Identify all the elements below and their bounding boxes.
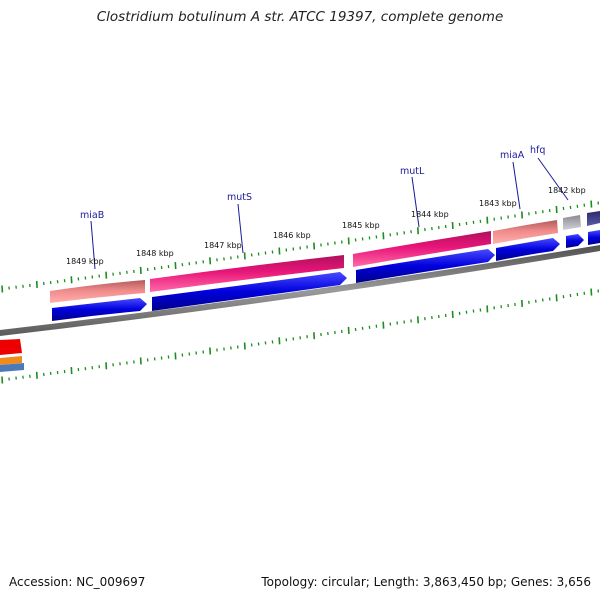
scale-label-1848: 1848 kbp: [136, 249, 174, 258]
scale-label-1844: 1844 kbp: [411, 210, 449, 219]
cog-feature-navy[interactable]: [587, 211, 600, 226]
outer-scale-ring: [1, 200, 600, 293]
genome-summary-text: Topology: circular; Length: 3,863,450 bp…: [261, 575, 591, 589]
gene-labels: miaB mutS mutL miaA hfq: [80, 145, 545, 221]
cog-feature-miaA[interactable]: [493, 220, 558, 244]
cog-feature-gray[interactable]: [563, 215, 581, 230]
lower-left-features: [0, 339, 24, 372]
scale-label-1842: 1842 kbp: [548, 186, 586, 195]
cog-feature-mutL[interactable]: [353, 231, 491, 267]
leader-hfq: [537, 157, 569, 201]
cds-arrow-hfq[interactable]: [566, 234, 584, 248]
scale-label-1849: 1849 kbp: [66, 257, 104, 266]
cds-arrow-mutL[interactable]: [356, 249, 495, 283]
scale-labels: 1849 kbp 1848 kbp 1847 kbp 1846 kbp 1845…: [66, 186, 586, 266]
cog-feature-track: [50, 211, 600, 303]
gene-label-miaA[interactable]: miaA: [500, 150, 525, 161]
cds-track: [52, 230, 600, 321]
gene-label-hfq[interactable]: hfq: [530, 145, 545, 156]
leader-miaA: [512, 161, 521, 210]
scale-label-1843: 1843 kbp: [479, 199, 517, 208]
cog-feature-miaB[interactable]: [50, 280, 145, 303]
leader-mutS: [237, 203, 244, 254]
feature-steelblue[interactable]: [0, 363, 24, 372]
accession-text: Accession: NC_009697: [9, 575, 146, 589]
cog-feature-mutS[interactable]: [150, 255, 344, 292]
cds-arrow-next[interactable]: [588, 230, 600, 245]
leader-miaB: [90, 220, 96, 270]
cds-arrow-miaA[interactable]: [496, 238, 560, 261]
leader-mutL: [411, 176, 420, 228]
gene-label-mutS[interactable]: mutS: [227, 192, 252, 203]
cds-arrow-miaB[interactable]: [52, 298, 147, 321]
gene-label-mutL[interactable]: mutL: [400, 166, 425, 177]
feature-orange[interactable]: [0, 356, 22, 365]
gene-label-miaB[interactable]: miaB: [80, 210, 104, 221]
genome-backbone: [0, 245, 600, 336]
feature-red[interactable]: [0, 339, 22, 355]
scale-label-1847: 1847 kbp: [204, 241, 242, 250]
gene-label-lines: [90, 157, 569, 270]
map-title: Clostridium botulinum A str. ATCC 19397,…: [96, 9, 504, 25]
scale-label-1845: 1845 kbp: [342, 221, 380, 230]
scale-label-1846: 1846 kbp: [273, 231, 311, 240]
cds-arrow-mutS[interactable]: [152, 272, 347, 311]
inner-scale-ring: [1, 288, 600, 384]
